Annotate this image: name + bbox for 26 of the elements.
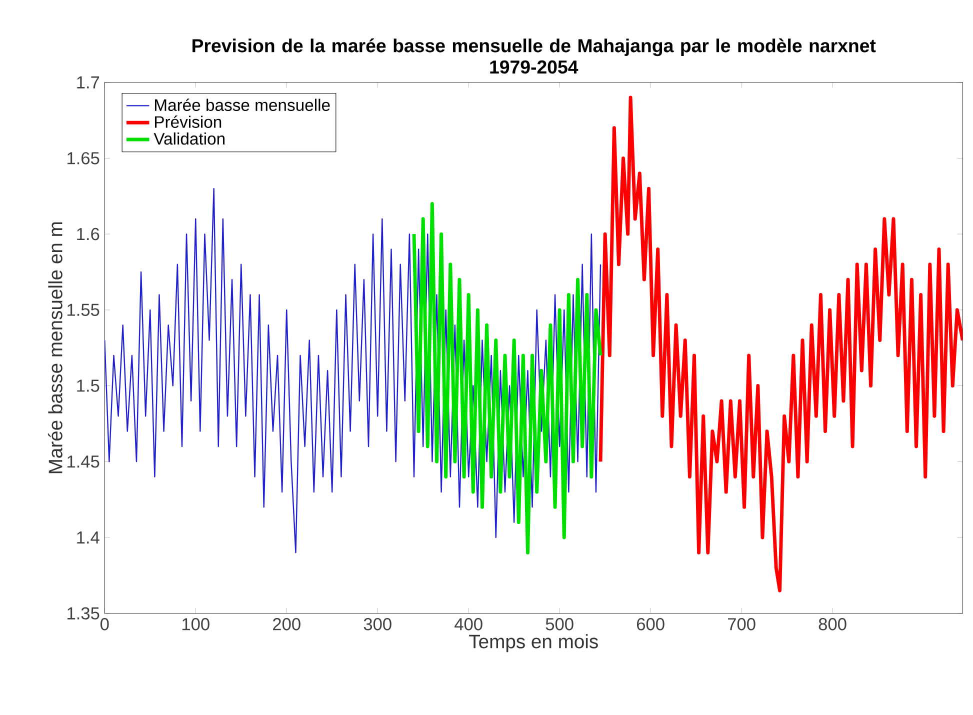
y-tick-label: 1.5 <box>77 380 100 392</box>
x-tick-label: 800 <box>818 618 846 630</box>
y-tick-label: 1.4 <box>77 532 100 544</box>
line-series <box>598 96 963 592</box>
x-tick-label: 600 <box>636 618 664 630</box>
y-tick-label: 1.45 <box>68 456 100 468</box>
y-tick-label: 1.55 <box>68 304 100 316</box>
y-tick-label: 1.6 <box>77 228 100 240</box>
legend-label: Validation <box>154 132 224 145</box>
y-axis-title: Marée basse mensuelle en m <box>48 222 62 474</box>
x-tick-label: 300 <box>364 618 392 630</box>
x-axis-title: Temps en mois <box>469 634 598 652</box>
chart-subtitle: 1979-2054 <box>490 60 578 74</box>
legend-label: Prévision <box>154 116 222 128</box>
line-series <box>412 202 602 554</box>
x-tick-label: 400 <box>454 618 482 630</box>
y-tick-label: 1.35 <box>68 607 100 620</box>
x-tick-label: 200 <box>273 618 300 630</box>
x-tick-label: 700 <box>728 618 756 630</box>
x-tick-label: 100 <box>182 618 210 630</box>
y-tick-label: 1.7 <box>77 76 100 88</box>
y-tick-label: 1.65 <box>68 152 100 164</box>
legend-label: Marée basse mensuelle <box>154 98 330 112</box>
x-tick-label: 500 <box>546 618 574 630</box>
chart-title: Prevision de la marée basse mensuelle de Mahajanga par le modèle narxnet <box>192 38 876 56</box>
x-tick-label: 0 <box>100 618 109 630</box>
